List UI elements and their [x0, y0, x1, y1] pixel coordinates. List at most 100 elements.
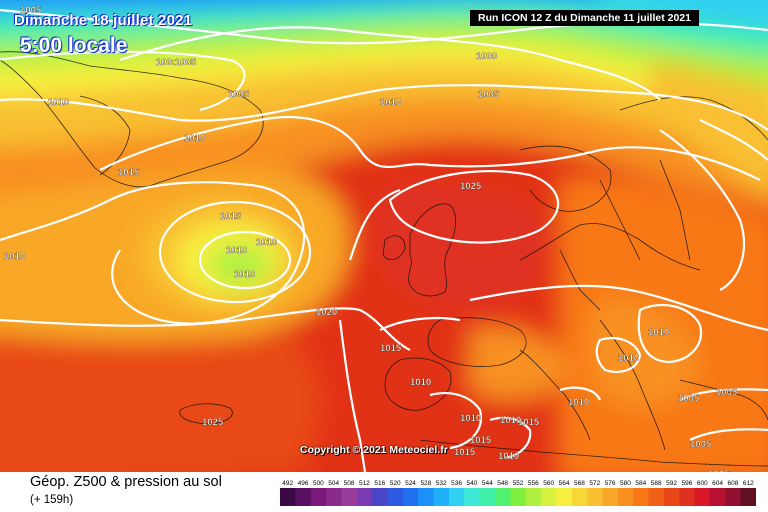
forecast-time: 5:00 locale [20, 34, 128, 57]
colorscale-swatch [387, 488, 404, 506]
colorscale-tick-label: 548 [497, 480, 508, 487]
colorscale-swatch [602, 488, 619, 506]
colorscale-tick-label: 540 [467, 480, 478, 487]
isobar-label: 1010 [48, 97, 69, 108]
lead-time: (+ 159h) [30, 494, 74, 506]
isobar-label: 1005 [478, 89, 500, 100]
isobar-label: 1015 [470, 435, 492, 446]
colorscale-swatch [725, 488, 742, 506]
isobar-label: 1005 [678, 393, 700, 404]
colorscale-tick-label: 524 [405, 480, 416, 487]
colorscale-tick-label: 500 [313, 480, 324, 487]
colorscale-tick-label: 556 [528, 480, 539, 487]
isobar-label: 1015 [220, 211, 242, 222]
colorscale-swatch [740, 488, 756, 506]
colorscale-swatch [617, 488, 634, 506]
colorscale-swatch [556, 488, 573, 506]
isobar-label: 1000 [476, 51, 497, 62]
colorscale-tick-label: 516 [374, 480, 385, 487]
colorscale-tick-label: 576 [605, 480, 616, 487]
colorscale-tick-label: 592 [666, 480, 677, 487]
isobar-label: 1005 [690, 439, 712, 450]
colorscale-tick-label: 612 [743, 480, 754, 487]
isobar-label: 100:1005 [156, 57, 197, 68]
isobar-label: 1010 [460, 413, 481, 424]
colorscale-swatch [433, 488, 450, 506]
colorscale-swatch [494, 488, 511, 506]
colorscale-tick-label: 588 [651, 480, 662, 487]
isobar-labels: 1005 100:1005 1005 1010 1010 1010 1000 1005 1015… [4, 5, 738, 472]
colorscale-tick-label: 596 [681, 480, 692, 487]
colorscale-tick-label: 496 [298, 480, 309, 487]
isobar-label: 1005 [228, 89, 250, 100]
coastlines [0, 51, 768, 467]
isobar-label: 1005 [20, 5, 42, 16]
colorscale-swatch [280, 488, 296, 506]
isobar-label: 1010 [380, 97, 401, 108]
z500-shading [0, 0, 768, 472]
geopotential-map: 1005 100:1005 1005 1010 1010 1010 1000 1005 1015… [0, 0, 768, 472]
isobar-label: 1005 [708, 469, 730, 472]
colorscale-swatch [310, 488, 327, 506]
colorscale-swatch [418, 488, 435, 506]
colorscale-tick-label: 568 [574, 480, 585, 487]
colorscale-legend: 492 496 500 504 508 512 516 520 524 528 532 536 540 5… [280, 480, 756, 506]
colorscale-swatch [326, 488, 342, 506]
colorscale-tick-label: 532 [436, 480, 447, 487]
colorscale-tick-label: 604 [712, 480, 723, 487]
colorscale-swatch [541, 488, 557, 506]
colorscale-swatch [633, 488, 650, 506]
colorscale-swatch [571, 488, 588, 506]
isobar-label: 1010 [234, 269, 255, 280]
colorscale-tick-label: 608 [728, 480, 739, 487]
isobar-label: 1015 [454, 447, 476, 458]
colorscale-swatch [510, 488, 527, 506]
field-title: Géop. Z500 & pression au sol [30, 474, 222, 490]
colorscale-swatch [663, 488, 680, 506]
colorscale-tick-label: 572 [589, 480, 600, 487]
isobar-label: 1010 [410, 377, 431, 388]
isobar-label: 1020 [316, 307, 337, 318]
isobar-label: 1010 [498, 451, 519, 462]
colorscale-swatch [479, 488, 496, 506]
colorscale-swatch [694, 488, 711, 506]
colorscale-tick-label: 580 [620, 480, 631, 487]
isobar-label: 1015 [518, 417, 540, 428]
colorscale-swatch [709, 488, 726, 506]
colorscale-tick-label: 600 [697, 480, 708, 487]
isobar-label: 1010 [568, 397, 589, 408]
colorscale-tick-label: 520 [390, 480, 401, 487]
isobar-label: 1010 [256, 237, 277, 248]
colorscale-tick-label: 536 [451, 480, 462, 487]
isobar-label: 1010 [226, 245, 247, 256]
colorscale-tick-label: 528 [420, 480, 431, 487]
colorscale-swatch [295, 488, 312, 506]
colorscale-swatch [679, 488, 696, 506]
copyright-notice: Copyright © 2021 Meteociel.fr [300, 444, 448, 456]
isobar-label: 1010 [618, 353, 639, 364]
colorscale-swatch [464, 488, 481, 506]
isobar-label: 1010 [500, 415, 521, 426]
colorscale-tick-label: 492 [282, 480, 293, 487]
isobar-label: 1015 [118, 167, 140, 178]
colorscale-tick-label: 544 [482, 480, 493, 487]
isobar-label: 1010 [184, 133, 205, 144]
colorscale-swatch [648, 488, 665, 506]
forecast-date: Dimanche 18 juillet 2021 [14, 12, 193, 29]
colorscale-swatch [448, 488, 465, 506]
colorscale-swatch [356, 488, 373, 506]
colorscale-swatch [525, 488, 542, 506]
isobar-label: 1005 [716, 387, 738, 398]
isobar-label: 1010 [4, 251, 25, 262]
colorscale-tick-label: 564 [559, 480, 570, 487]
model-run-label: Run ICON 12 Z du Dimanche 11 juillet 202… [470, 10, 699, 26]
colorscale-swatch [587, 488, 603, 506]
colorscale-tick-label: 508 [344, 480, 355, 487]
colorscale-swatch [341, 488, 358, 506]
isobar-label: 1025 [460, 181, 482, 192]
colorscale-tick-label: 584 [635, 480, 646, 487]
colorscale-tick-label: 504 [328, 480, 339, 487]
colorscale-tick-label: 512 [359, 480, 370, 487]
colorscale-swatch [402, 488, 419, 506]
